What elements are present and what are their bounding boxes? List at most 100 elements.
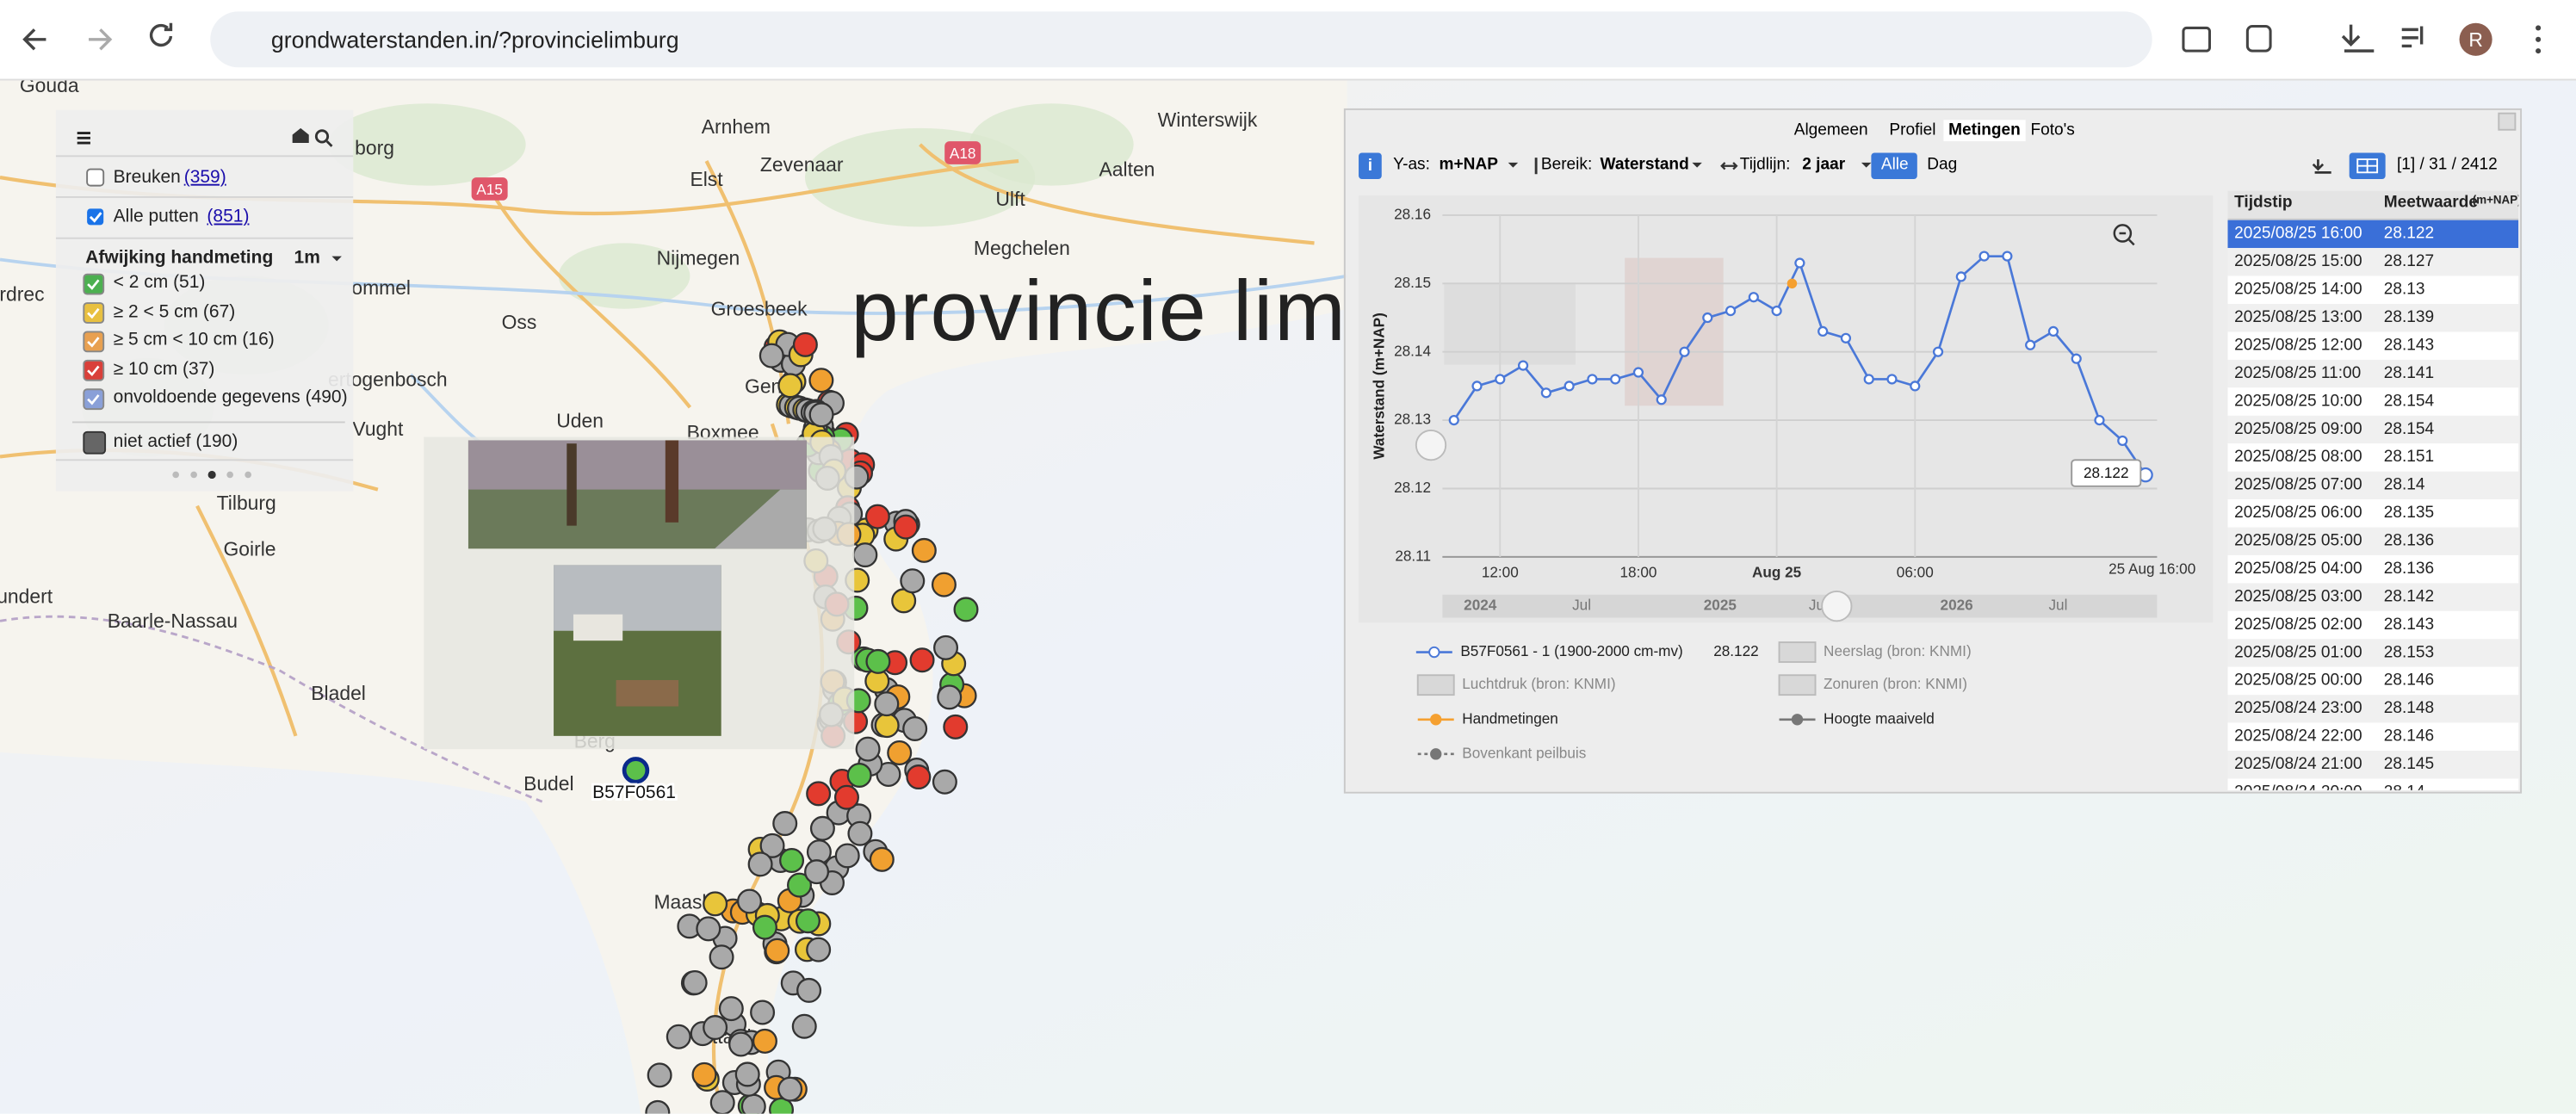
navigator-handle[interactable] [1821,590,1853,622]
table-row[interactable]: 2025/08/25 05:00 28.136 [2227,527,2519,555]
well-marker[interactable] [647,1062,672,1088]
legend-label[interactable]: Handmetingen [1462,709,1558,727]
table-row[interactable]: 2025/08/25 04:00 28.136 [2227,554,2519,584]
data-point[interactable] [1540,387,1551,399]
class-swatch[interactable] [83,302,105,324]
well-marker[interactable] [808,368,834,393]
well-marker[interactable] [777,1076,803,1102]
well-marker[interactable] [791,1013,817,1039]
screenshot-button[interactable] [2182,26,2212,53]
well-marker[interactable] [787,872,813,898]
table-row[interactable]: 2025/08/25 02:00 28.143 [2227,610,2519,640]
well-marker[interactable] [806,781,832,807]
legend-label[interactable]: Luchtdruk (bron: KNMI) [1462,675,1615,692]
well-marker[interactable] [900,568,926,594]
well-marker[interactable] [703,891,728,917]
well-marker[interactable] [747,851,773,877]
well-marker[interactable] [645,1099,671,1114]
data-point[interactable] [1978,251,1990,262]
menu-icon[interactable] [77,132,90,145]
legend-label[interactable]: B57F0561 - 1 (1900-2000 cm-mv) [1460,642,1682,659]
profile-avatar[interactable] [2459,22,2492,56]
well-marker[interactable] [933,634,959,660]
data-point[interactable] [1448,415,1459,426]
table-row[interactable]: 2025/08/25 07:00 28.14 [2227,471,2519,500]
table-row[interactable]: 2025/08/25 08:00 28.151 [2227,443,2519,472]
dropdown-value[interactable]: 2 jaar [1802,156,1846,175]
legend-label[interactable]: Zonuren (bron: KNMI) [1824,675,1967,692]
checkbox[interactable] [86,168,105,187]
tab[interactable]: Metingen [1943,120,2026,142]
checkbox[interactable] [87,208,104,226]
legend-swatch[interactable] [1416,674,1455,696]
table-row[interactable]: 2025/08/24 20:00 28.14 [2227,778,2519,790]
well-marker[interactable] [869,846,895,872]
table-row[interactable]: 2025/08/25 10:00 28.154 [2227,387,2519,416]
data-point[interactable] [1863,374,1874,385]
well-marker[interactable] [864,504,890,529]
toggle[interactable]: Alle [1880,156,1909,175]
legend-label[interactable]: Neerslag (bron: KNMI) [1824,642,1972,659]
well-marker[interactable] [779,847,805,873]
well-marker[interactable] [682,969,708,995]
table-row[interactable]: 2025/08/24 21:00 28.145 [2227,751,2519,779]
well-marker[interactable] [847,820,873,846]
data-point[interactable] [1725,305,1737,317]
well-marker[interactable] [752,914,777,940]
legend-label[interactable]: Bovenkant peilbuis [1462,744,1586,761]
table-row[interactable]: 2025/08/24 22:00 28.146 [2227,722,2519,752]
well-marker[interactable] [809,815,835,841]
well-marker[interactable] [874,713,900,739]
data-point[interactable] [1955,271,1966,282]
class-swatch[interactable] [83,388,105,411]
well-marker[interactable] [911,537,937,563]
well-marker[interactable] [750,1000,776,1025]
well-marker[interactable] [953,597,979,622]
data-point[interactable] [1817,325,1829,337]
tab[interactable]: Algemeen [1793,121,1868,140]
well-marker[interactable] [795,908,820,934]
well-marker[interactable] [734,1061,760,1087]
data-point[interactable] [1564,381,1575,392]
table-row[interactable]: 2025/08/25 12:00 28.143 [2227,331,2519,360]
data-point[interactable] [1748,292,1759,303]
data-point[interactable] [1702,312,1713,324]
period-dropdown[interactable]: 1m [294,248,320,269]
close-button[interactable] [2498,112,2517,131]
info-button[interactable] [1359,152,1382,179]
dropdown-value[interactable]: m+NAP [1439,156,1498,175]
well-marker[interactable] [833,784,859,810]
well-marker[interactable] [691,1061,717,1087]
data-point[interactable] [1794,257,1805,269]
well-marker[interactable] [737,888,763,914]
well-marker[interactable] [772,811,798,837]
data-point[interactable] [2047,325,2059,337]
well-marker[interactable] [852,542,878,568]
home-icon[interactable] [292,127,309,144]
well-marker[interactable] [709,944,734,970]
table-row[interactable]: 2025/08/25 16:00 28.122 [2227,220,2519,249]
data-point[interactable] [1587,374,1598,385]
well-marker[interactable] [887,740,913,766]
legend-label[interactable]: Hoogte maaiveld [1824,709,1935,727]
table-row[interactable]: 2025/08/25 00:00 28.146 [2227,666,2519,696]
data-point[interactable] [1771,305,1782,317]
well-marker[interactable] [728,1031,754,1057]
extensions-button[interactable] [2245,25,2272,53]
well-marker[interactable] [846,762,872,788]
well-marker[interactable] [796,977,822,1003]
table-row[interactable]: 2025/08/25 01:00 28.153 [2227,639,2519,667]
data-point[interactable] [1471,381,1483,392]
class-swatch[interactable] [83,331,105,353]
well-marker[interactable] [752,1028,777,1054]
data-point[interactable] [1932,346,1944,357]
data-point[interactable] [1840,332,1852,343]
navigator-handle[interactable] [1415,429,1447,461]
class-swatch[interactable] [83,273,105,295]
well-marker[interactable] [932,769,957,795]
well-marker[interactable] [765,938,790,963]
data-point[interactable] [1656,394,1667,405]
table-row[interactable]: 2025/08/25 11:00 28.141 [2227,359,2519,388]
reload-button[interactable] [149,22,173,47]
well-marker[interactable] [806,937,832,962]
